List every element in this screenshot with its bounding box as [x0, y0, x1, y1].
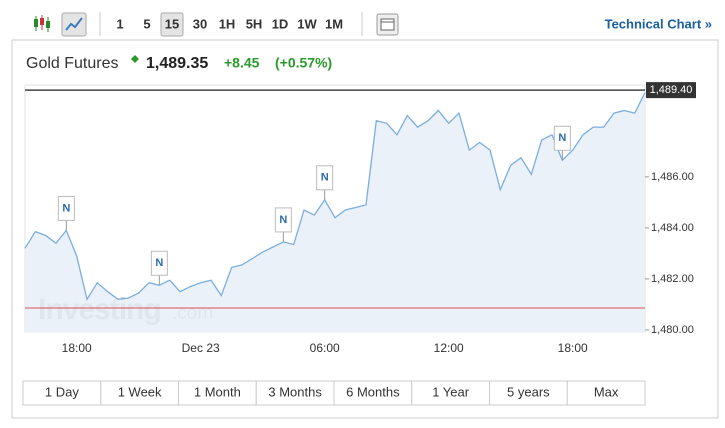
x-tick-label: 06:00 — [310, 341, 340, 355]
settings-icon[interactable] — [376, 13, 399, 36]
interval-button[interactable]: 1M — [325, 16, 343, 31]
interval-button[interactable]: 30 — [193, 16, 207, 31]
technical-chart-link[interactable]: Technical Chart » — [605, 16, 712, 31]
change-percent: (+0.57%) — [275, 55, 332, 71]
interval-selected[interactable] — [160, 12, 184, 37]
range-label[interactable]: 1 Day — [45, 384, 79, 399]
candle-icon[interactable] — [29, 12, 53, 36]
x-tick-label: 12:00 — [434, 341, 464, 355]
icon-button[interactable] — [61, 12, 87, 37]
area-icon[interactable] — [61, 12, 87, 37]
icon-stroke — [65, 17, 83, 31]
interval-button[interactable]: 1H — [219, 16, 236, 31]
news-flag-label[interactable]: N — [62, 202, 70, 214]
up-indicator — [131, 55, 139, 63]
news-flag[interactable] — [553, 125, 571, 151]
x-tick-label: 18:00 — [558, 341, 588, 355]
x-tick-label: 18:00 — [62, 341, 92, 355]
last-price-label: 1,489.40 — [650, 84, 693, 96]
interval-button[interactable]: 1D — [272, 16, 289, 31]
interval-button[interactable]: 5 — [143, 16, 150, 31]
y-tick-label: 1,484.00 — [651, 222, 694, 234]
range-label[interactable]: 1 Month — [194, 384, 241, 399]
range-button[interactable] — [411, 380, 490, 406]
icon-stroke — [46, 21, 50, 28]
price-line — [24, 92, 646, 301]
news-flag[interactable] — [316, 165, 334, 191]
range-label[interactable]: Max — [594, 384, 619, 399]
last-price-box — [646, 82, 696, 99]
icon-stroke — [380, 18, 395, 31]
range-button[interactable] — [178, 380, 257, 406]
range-button[interactable] — [333, 380, 413, 406]
range-label[interactable]: 5 years — [507, 384, 550, 399]
news-flag[interactable] — [274, 207, 292, 233]
interval-button[interactable]: 15 — [165, 16, 179, 31]
range-label[interactable]: 1 Week — [118, 384, 162, 399]
range-button[interactable] — [489, 380, 568, 406]
range-label[interactable]: 6 Months — [346, 384, 400, 399]
y-tick-label: 1,480.00 — [651, 324, 694, 336]
interval-button[interactable]: 1W — [297, 16, 317, 31]
instrument-name: Gold Futures — [26, 55, 118, 72]
interval-button[interactable]: 5H — [246, 16, 263, 31]
y-tick-label: 1,486.00 — [651, 171, 694, 183]
news-flag-label[interactable]: N — [279, 214, 287, 226]
news-flag[interactable] — [57, 195, 75, 221]
x-tick-label: Dec 23 — [182, 341, 220, 355]
range-button[interactable] — [566, 380, 646, 406]
range-button[interactable] — [100, 380, 179, 406]
icon-stroke — [40, 18, 44, 25]
price: 1,489.35 — [146, 55, 208, 72]
news-flag[interactable] — [150, 250, 168, 276]
interval-button[interactable]: 1 — [116, 16, 123, 31]
news-flag-label[interactable]: N — [558, 132, 566, 144]
range-label[interactable]: 1 Year — [432, 384, 470, 399]
range-label[interactable]: 3 Months — [268, 384, 322, 399]
y-tick-label: 1,482.00 — [651, 273, 694, 285]
news-flag-label[interactable]: N — [321, 172, 329, 184]
icon-stroke — [34, 19, 38, 27]
news-flag-label[interactable]: N — [155, 257, 163, 269]
change: +8.45 — [224, 55, 260, 71]
